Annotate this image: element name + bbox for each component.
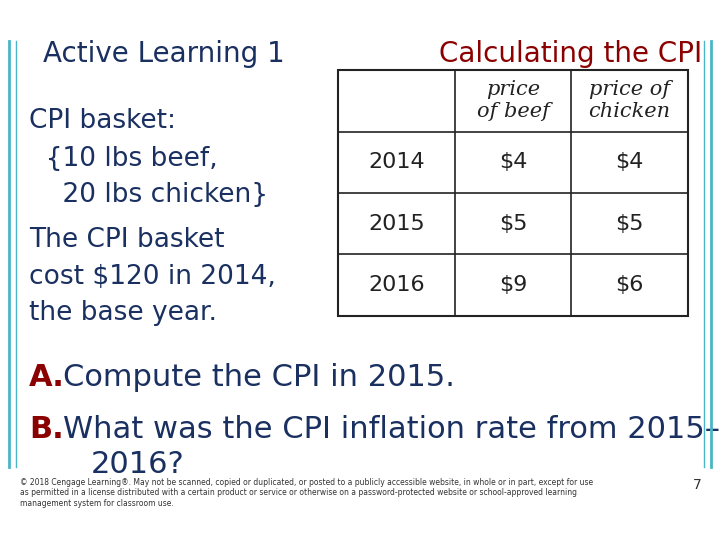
Text: B.: B. xyxy=(29,415,63,444)
Text: cost $120 in 2014,: cost $120 in 2014, xyxy=(29,264,276,290)
Text: Active Learning 1: Active Learning 1 xyxy=(43,40,285,69)
Text: A.: A. xyxy=(29,363,65,393)
Text: 2014: 2014 xyxy=(369,152,425,172)
Text: {10 lbs beef,: {10 lbs beef, xyxy=(29,146,217,172)
Bar xyxy=(338,70,688,316)
Text: $9: $9 xyxy=(499,275,527,295)
Text: 2016?: 2016? xyxy=(91,450,184,479)
Text: the base year.: the base year. xyxy=(29,300,217,326)
Text: What was the CPI inflation rate from 2015–: What was the CPI inflation rate from 201… xyxy=(63,415,720,444)
Text: The CPI basket: The CPI basket xyxy=(29,227,225,253)
Text: Calculating the CPI: Calculating the CPI xyxy=(438,40,702,69)
Text: $4: $4 xyxy=(615,152,644,172)
Text: $6: $6 xyxy=(615,275,644,295)
Text: $5: $5 xyxy=(499,214,527,234)
Text: Compute the CPI in 2015.: Compute the CPI in 2015. xyxy=(63,363,455,393)
Text: CPI basket:: CPI basket: xyxy=(29,109,176,134)
Text: © 2018 Cengage Learning®. May not be scanned, copied or duplicated, or posted to: © 2018 Cengage Learning®. May not be sca… xyxy=(20,478,593,508)
Text: price of
chicken: price of chicken xyxy=(588,80,670,122)
Text: $5: $5 xyxy=(615,214,644,234)
Text: 2015: 2015 xyxy=(368,214,425,234)
Text: price
of beef: price of beef xyxy=(477,80,549,122)
Text: 20 lbs chicken}: 20 lbs chicken} xyxy=(29,183,268,208)
Text: 2016: 2016 xyxy=(369,275,425,295)
Text: 7: 7 xyxy=(693,478,702,492)
Text: $4: $4 xyxy=(499,152,527,172)
